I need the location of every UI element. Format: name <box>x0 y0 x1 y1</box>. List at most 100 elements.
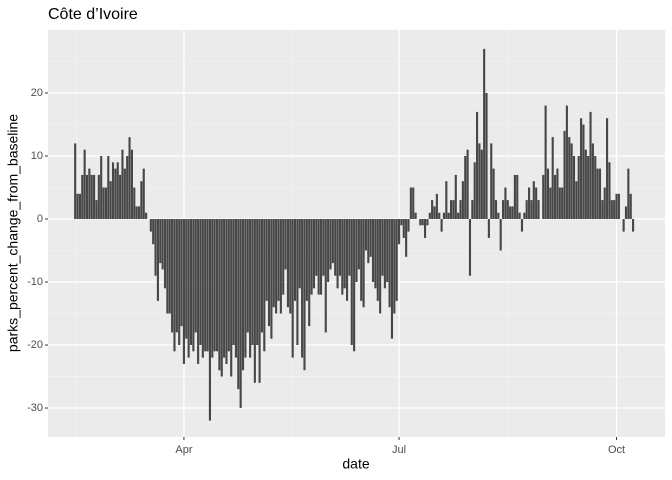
bar <box>215 219 219 352</box>
bar <box>412 187 415 220</box>
bar <box>535 187 538 220</box>
bar <box>558 187 561 220</box>
bar <box>374 219 377 289</box>
bar <box>454 174 457 220</box>
bar <box>121 149 124 220</box>
bar <box>580 118 583 220</box>
bar <box>253 219 256 383</box>
grid <box>48 30 665 437</box>
bar <box>523 212 526 220</box>
bar <box>371 219 375 283</box>
bar <box>563 130 566 220</box>
bar <box>208 219 211 421</box>
bar <box>369 219 372 257</box>
bar <box>166 219 169 314</box>
bar <box>596 168 599 220</box>
bar <box>218 219 221 371</box>
bar <box>260 219 264 333</box>
bar <box>546 168 550 220</box>
bar <box>554 174 557 220</box>
bar <box>561 187 564 220</box>
bar <box>83 149 86 220</box>
bar <box>490 143 493 220</box>
bar <box>76 193 79 220</box>
bar <box>624 206 628 220</box>
bar <box>591 143 594 220</box>
bar <box>194 219 197 333</box>
bar <box>473 162 476 220</box>
bar <box>509 206 512 220</box>
bar <box>587 156 590 220</box>
bar <box>182 219 185 364</box>
bar <box>301 219 304 358</box>
bar <box>608 162 611 220</box>
bar <box>192 219 195 352</box>
bar <box>589 111 592 220</box>
bar <box>520 219 524 232</box>
bar <box>447 212 450 220</box>
bar <box>400 219 403 226</box>
bar <box>211 219 214 358</box>
bar <box>577 156 580 220</box>
bar <box>119 174 122 220</box>
bar <box>93 174 96 220</box>
bar <box>376 219 379 301</box>
bar <box>407 219 410 232</box>
bar <box>334 219 337 276</box>
bar <box>291 219 294 358</box>
bar <box>310 219 313 295</box>
bar <box>102 187 105 220</box>
bar <box>386 219 389 283</box>
bar <box>234 219 238 358</box>
bar <box>336 219 339 289</box>
bar <box>185 219 188 339</box>
bar <box>189 219 193 346</box>
bar <box>319 219 323 295</box>
bar <box>409 187 412 220</box>
bar <box>428 212 431 220</box>
bar <box>277 219 280 301</box>
bar <box>272 219 275 308</box>
bar <box>528 187 531 220</box>
bar <box>159 219 162 264</box>
bar <box>81 174 84 220</box>
bar <box>109 181 112 220</box>
bar <box>88 168 91 220</box>
bar <box>263 219 266 352</box>
bar <box>572 156 576 220</box>
bar <box>468 219 472 276</box>
bar <box>492 168 495 220</box>
y-tick-label: -30 <box>27 402 43 414</box>
bar <box>530 200 533 220</box>
bar <box>367 219 370 264</box>
bar <box>140 181 143 220</box>
bar <box>525 200 528 220</box>
bar <box>199 219 202 346</box>
bar <box>426 219 429 226</box>
bar <box>360 219 363 301</box>
x-axis-label: date <box>342 456 369 472</box>
bar <box>433 206 436 220</box>
bar <box>421 219 424 226</box>
bar <box>270 219 273 339</box>
bar <box>532 181 535 220</box>
bar <box>570 143 573 220</box>
bar <box>308 219 311 327</box>
bar <box>461 181 464 220</box>
bar <box>348 219 351 276</box>
bar <box>241 219 245 371</box>
bar <box>315 219 318 276</box>
bar <box>142 168 145 220</box>
bar <box>353 219 356 352</box>
bar <box>617 193 620 220</box>
bar <box>220 219 223 377</box>
bar <box>568 137 571 220</box>
bar <box>154 219 157 276</box>
bar <box>232 219 235 346</box>
x-tick-label: Oct <box>608 444 625 456</box>
bar <box>471 200 474 220</box>
bar <box>405 219 408 257</box>
bar <box>149 219 152 232</box>
bar <box>237 219 240 390</box>
bar <box>480 149 483 220</box>
